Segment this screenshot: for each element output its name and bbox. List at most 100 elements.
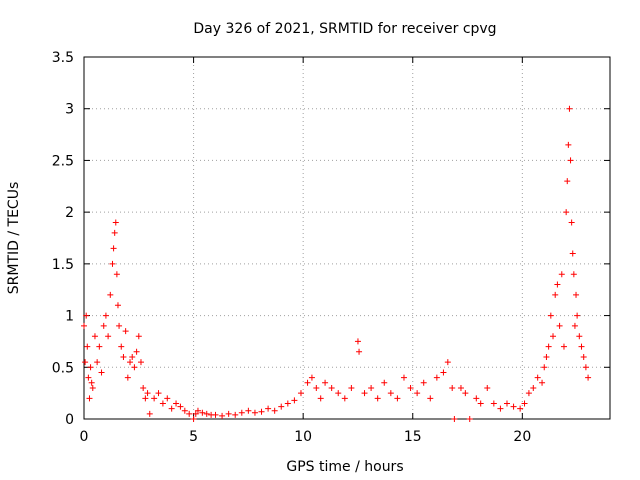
y-tick-label: 1 <box>65 309 74 325</box>
data-point <box>278 403 285 410</box>
data-point <box>142 395 149 402</box>
data-point <box>124 374 131 381</box>
data-point <box>457 384 464 391</box>
data-point <box>574 312 581 319</box>
data-point <box>192 410 199 417</box>
y-tick-label: 1.5 <box>52 257 74 273</box>
data-point <box>484 384 491 391</box>
data-point <box>517 405 524 412</box>
chart-title: Day 326 of 2021, SRMTID for receiver cpv… <box>193 21 496 37</box>
data-point <box>552 291 559 298</box>
data-point <box>571 322 578 329</box>
data-point <box>135 333 142 340</box>
plot-frame <box>83 56 611 420</box>
data-point <box>151 395 158 402</box>
data-point <box>570 271 577 278</box>
data-point <box>313 384 320 391</box>
data-point <box>354 338 361 345</box>
data-point <box>348 384 355 391</box>
data-point <box>114 302 121 309</box>
data-point <box>569 250 576 257</box>
data-point <box>144 390 151 397</box>
data-point <box>568 219 575 226</box>
data-point <box>427 395 434 402</box>
y-tick-label: 2 <box>65 205 74 221</box>
data-point <box>564 178 571 185</box>
data-point <box>81 322 87 329</box>
x-tick-label: 5 <box>189 429 198 445</box>
data-point <box>407 384 414 391</box>
data-point <box>109 260 116 267</box>
data-point <box>271 407 278 414</box>
data-point <box>168 405 175 412</box>
y-tick-label: 0.5 <box>52 360 74 376</box>
data-point <box>140 384 147 391</box>
y-axis-label: SRMTID / TECUs <box>6 182 22 295</box>
data-point <box>341 395 348 402</box>
data-point <box>137 359 144 366</box>
data-point <box>110 245 117 252</box>
data-point <box>582 364 589 371</box>
data-point <box>91 333 98 340</box>
data-point <box>466 416 473 422</box>
data-point <box>558 271 565 278</box>
data-point <box>297 390 304 397</box>
data-point <box>322 379 329 386</box>
x-tick-label: 15 <box>404 429 422 445</box>
data-point <box>118 343 125 350</box>
data-point <box>258 408 265 415</box>
y-tick-label: 0 <box>65 412 74 428</box>
data-point <box>387 390 394 397</box>
data-point <box>83 312 90 319</box>
data-point <box>580 353 587 360</box>
data-point <box>212 411 219 418</box>
data-point <box>374 395 381 402</box>
data-point <box>490 400 497 407</box>
data-point <box>473 395 480 402</box>
data-point <box>284 400 291 407</box>
data-point <box>133 348 140 355</box>
data-point <box>265 405 272 412</box>
data-point <box>554 281 561 288</box>
data-point <box>510 403 517 410</box>
axis-ticks: 0 0.5 1 1.5 2 2.5 3 3.5 0 5 10 15 20 <box>52 50 610 445</box>
data-point <box>155 390 162 397</box>
data-point <box>186 410 193 417</box>
data-point <box>96 343 103 350</box>
data-point <box>543 353 550 360</box>
data-point <box>368 384 375 391</box>
data-point <box>534 374 541 381</box>
data-point <box>177 403 184 410</box>
data-point <box>560 343 567 350</box>
data-point <box>219 412 226 419</box>
data-point <box>547 312 554 319</box>
data-point <box>578 343 585 350</box>
data-point <box>462 390 469 397</box>
data-point <box>539 379 546 386</box>
data-point <box>105 333 112 340</box>
x-tick-label: 20 <box>513 429 531 445</box>
data-point <box>94 359 101 366</box>
data-point <box>159 400 166 407</box>
data-point <box>120 353 127 360</box>
data-point <box>232 411 239 418</box>
data-point <box>100 322 107 329</box>
data-point <box>414 390 421 397</box>
y-tick-label: 3.5 <box>52 50 74 66</box>
x-tick-label: 10 <box>294 429 312 445</box>
data-point <box>433 374 440 381</box>
x-tick-label: 0 <box>80 429 89 445</box>
data-point <box>381 379 388 386</box>
data-point <box>550 333 557 340</box>
data-point <box>86 395 93 402</box>
data-point <box>127 359 134 366</box>
data-point <box>107 291 114 298</box>
data-point <box>194 407 201 414</box>
data-point <box>335 390 342 397</box>
data-point <box>82 359 89 366</box>
data-point <box>585 374 592 381</box>
data-point <box>565 141 572 148</box>
data-point <box>525 390 532 397</box>
data-point <box>181 407 188 414</box>
